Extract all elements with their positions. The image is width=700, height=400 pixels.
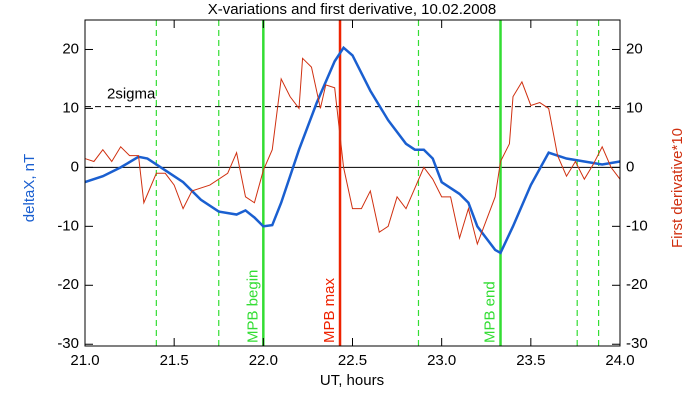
v-line-label: MPB end <box>481 281 498 343</box>
y2-tick-label: -30 <box>626 335 648 352</box>
series-line <box>84 45 621 255</box>
series-line <box>84 57 621 246</box>
y-tick-label: -10 <box>57 217 79 234</box>
y-tick-label: 10 <box>62 99 79 116</box>
y2-tick-label: -20 <box>626 276 648 293</box>
y2-tick-label: 20 <box>626 40 643 57</box>
x-tick-label: 22.0 <box>249 352 278 369</box>
y2-tick-label: -10 <box>626 217 648 234</box>
v-line-label: MPB max <box>321 277 338 343</box>
x-tick-label: 21.5 <box>160 352 189 369</box>
y2-tick-label: 0 <box>626 158 634 175</box>
h-line-label: 2sigma <box>107 86 156 103</box>
y2-axis-label: First derivative*10 <box>669 128 686 248</box>
y2-tick-label: 10 <box>626 99 643 116</box>
x-tick-label: 23.0 <box>427 352 456 369</box>
y-tick-label: 20 <box>62 40 79 57</box>
x-axis-label: UT, hours <box>320 372 384 389</box>
y-tick-label: -20 <box>57 276 79 293</box>
y-tick-label: 0 <box>71 158 79 175</box>
y-axis-label: deltaX, nT <box>21 154 38 222</box>
x-tick-label: 22.5 <box>338 352 367 369</box>
y-tick-label: -30 <box>57 335 79 352</box>
x-tick-label: 23.5 <box>516 352 545 369</box>
plot-frame <box>84 19 621 347</box>
x-tick-label: 24.0 <box>605 352 634 369</box>
v-line-label: MPB begin <box>244 270 261 343</box>
chart-title: X-variations and first derivative, 10.02… <box>208 1 497 18</box>
x-tick-label: 21.0 <box>70 352 99 369</box>
